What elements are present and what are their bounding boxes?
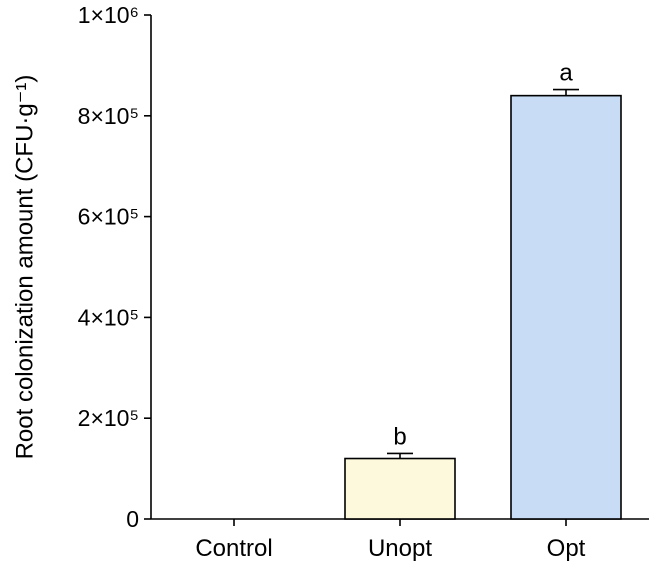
x-tick-label: Unopt bbox=[368, 535, 432, 562]
y-tick-label: 2×10⁵ bbox=[78, 405, 139, 431]
y-tick-label: 8×10⁵ bbox=[78, 103, 139, 129]
y-tick-label: 1×10⁶ bbox=[78, 2, 139, 28]
x-tick-label: Control bbox=[195, 535, 272, 562]
error-bar bbox=[387, 452, 413, 459]
y-tick-label: 4×10⁵ bbox=[78, 304, 139, 330]
significance-letter: a bbox=[559, 60, 573, 87]
bar bbox=[510, 94, 622, 520]
y-tick-label: 0 bbox=[126, 506, 139, 532]
significance-letter: b bbox=[393, 423, 406, 450]
bar bbox=[344, 457, 456, 520]
x-tick-label: Opt bbox=[547, 535, 586, 562]
error-bar bbox=[553, 88, 579, 96]
y-axis-label: Root colonization amount (CFU·g⁻¹) bbox=[11, 75, 38, 460]
y-tick-label: 6×10⁵ bbox=[78, 204, 139, 230]
